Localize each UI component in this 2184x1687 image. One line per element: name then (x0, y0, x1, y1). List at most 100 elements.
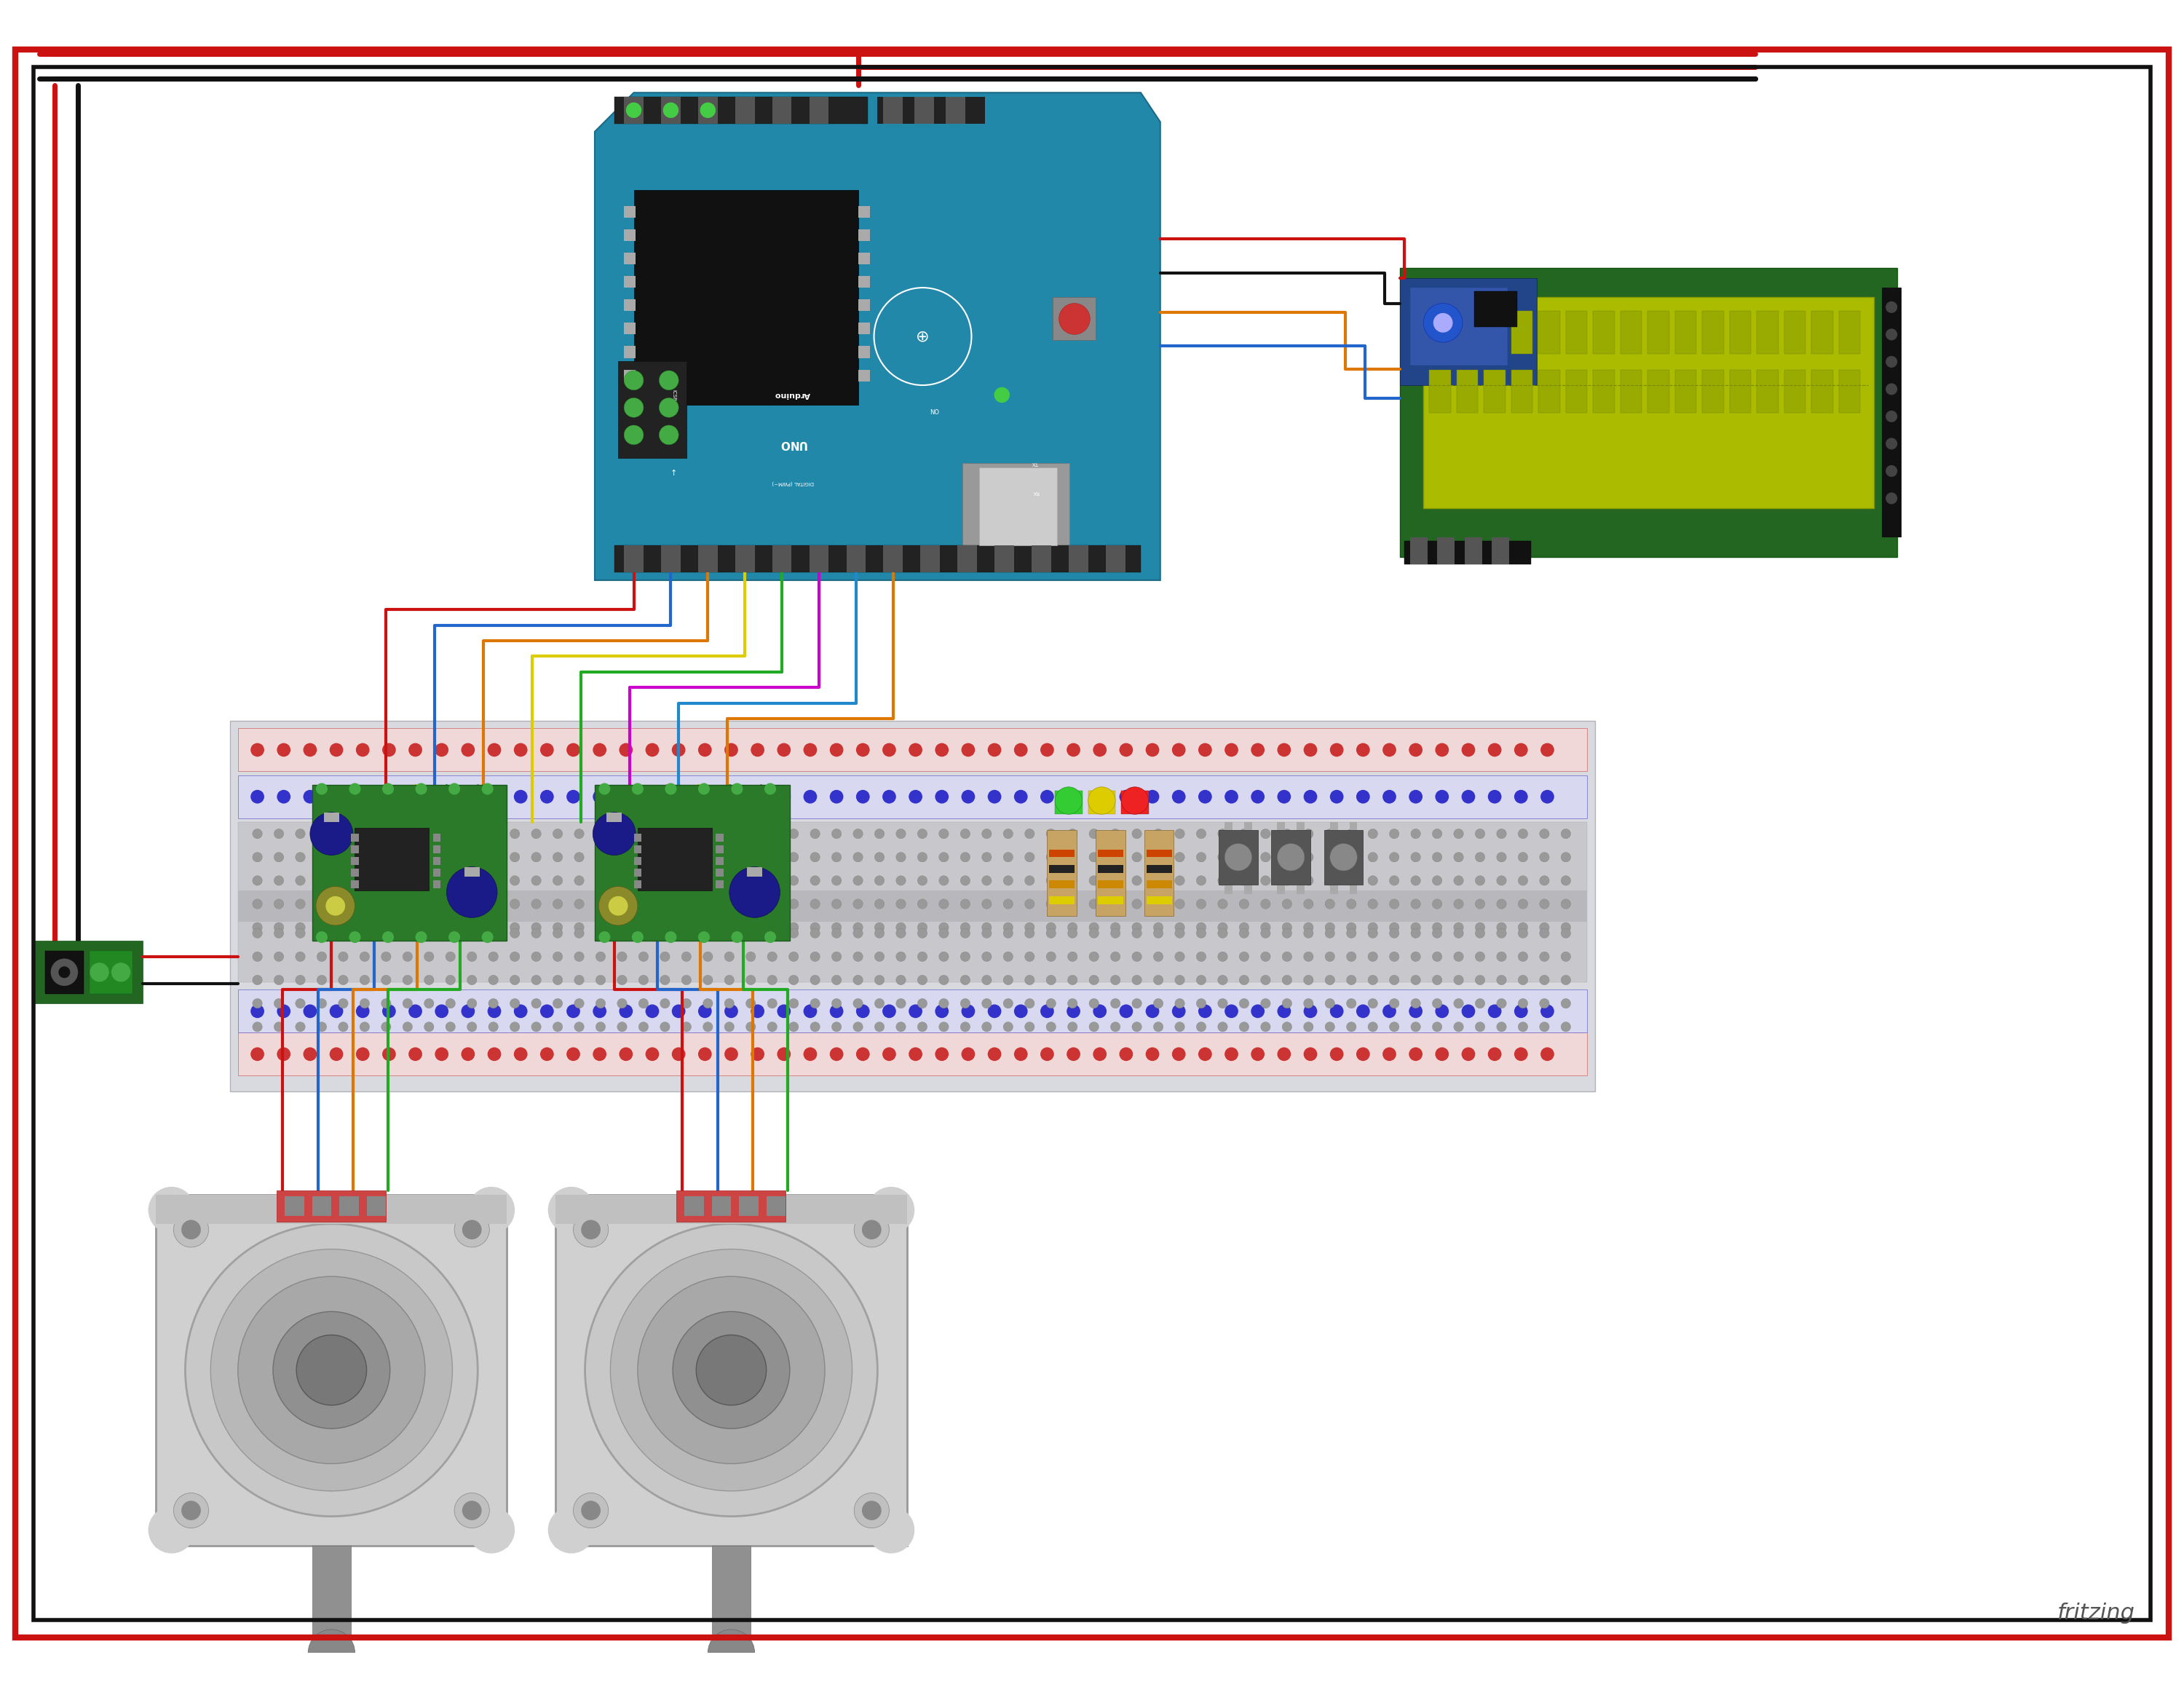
Circle shape (1496, 928, 1507, 938)
Bar (1096, 830, 1125, 916)
Circle shape (295, 951, 306, 962)
Circle shape (111, 963, 131, 982)
Circle shape (574, 999, 583, 1009)
Circle shape (788, 1022, 799, 1032)
Text: ICSP: ICSP (673, 390, 677, 400)
Circle shape (1046, 1022, 1055, 1032)
Circle shape (489, 951, 498, 962)
Circle shape (1225, 742, 1238, 757)
Circle shape (1282, 951, 1293, 962)
Bar (957, 545, 976, 572)
Circle shape (917, 852, 928, 862)
Circle shape (725, 951, 734, 962)
Circle shape (339, 928, 347, 938)
Circle shape (681, 951, 692, 962)
Circle shape (1356, 1048, 1369, 1061)
Circle shape (660, 425, 679, 445)
Polygon shape (155, 1194, 507, 1545)
Circle shape (1367, 876, 1378, 886)
Circle shape (1147, 790, 1160, 803)
Circle shape (1326, 1022, 1334, 1032)
Bar (677, 1191, 786, 1221)
Circle shape (609, 1248, 852, 1491)
Bar (1297, 822, 1304, 832)
Circle shape (832, 951, 841, 962)
Circle shape (646, 742, 660, 757)
Circle shape (1304, 852, 1313, 862)
Circle shape (382, 852, 391, 862)
Bar (625, 229, 636, 241)
Circle shape (317, 876, 328, 886)
Circle shape (788, 828, 799, 838)
Circle shape (253, 999, 262, 1009)
Circle shape (467, 1022, 476, 1032)
Circle shape (149, 1506, 194, 1554)
Circle shape (788, 951, 799, 962)
Circle shape (446, 975, 454, 985)
Circle shape (983, 876, 992, 886)
Circle shape (703, 928, 712, 938)
Circle shape (435, 1048, 448, 1061)
Circle shape (1356, 790, 1369, 803)
Circle shape (1304, 876, 1313, 886)
Circle shape (1455, 923, 1463, 933)
Circle shape (725, 975, 734, 985)
Circle shape (1562, 852, 1570, 862)
Circle shape (1367, 975, 1378, 985)
Circle shape (1382, 790, 1396, 803)
Circle shape (1175, 828, 1184, 838)
Circle shape (509, 951, 520, 962)
Circle shape (489, 1022, 498, 1032)
Bar (614, 545, 1140, 572)
Circle shape (909, 742, 922, 757)
Circle shape (673, 742, 686, 757)
Circle shape (531, 975, 542, 985)
Circle shape (874, 975, 885, 985)
Bar (747, 867, 762, 877)
Circle shape (539, 742, 555, 757)
Circle shape (513, 1004, 529, 1017)
Circle shape (747, 923, 756, 933)
Circle shape (1131, 852, 1142, 862)
Circle shape (1260, 928, 1271, 938)
Circle shape (1153, 923, 1164, 933)
Circle shape (1219, 975, 1227, 985)
Circle shape (1046, 923, 1055, 933)
Circle shape (681, 1022, 692, 1032)
Bar (1055, 791, 1083, 815)
Bar (1647, 310, 1669, 354)
Bar (712, 1545, 751, 1653)
Circle shape (961, 1048, 974, 1061)
Bar (625, 206, 636, 218)
Bar (229, 720, 1594, 1091)
Circle shape (681, 828, 692, 838)
Circle shape (489, 975, 498, 985)
Polygon shape (594, 93, 1160, 580)
Bar (736, 96, 756, 123)
Circle shape (509, 999, 520, 1009)
Circle shape (1461, 1048, 1474, 1061)
Circle shape (1147, 1004, 1160, 1017)
Bar (633, 881, 642, 889)
Circle shape (1251, 1048, 1265, 1061)
Circle shape (1002, 999, 1013, 1009)
Circle shape (1540, 790, 1555, 803)
Circle shape (360, 951, 369, 962)
Bar (633, 845, 642, 854)
Circle shape (681, 852, 692, 862)
Circle shape (1496, 951, 1507, 962)
Circle shape (961, 951, 970, 962)
Circle shape (1562, 923, 1570, 933)
Bar (46, 951, 83, 994)
Circle shape (939, 899, 948, 909)
Bar (858, 253, 869, 265)
Bar (716, 869, 723, 877)
Circle shape (1474, 975, 1485, 985)
Text: RX: RX (1033, 491, 1040, 494)
Circle shape (681, 923, 692, 933)
Circle shape (961, 975, 970, 985)
Circle shape (1251, 742, 1265, 757)
Bar (1350, 884, 1356, 894)
Bar (712, 1196, 732, 1216)
Circle shape (1411, 928, 1420, 938)
